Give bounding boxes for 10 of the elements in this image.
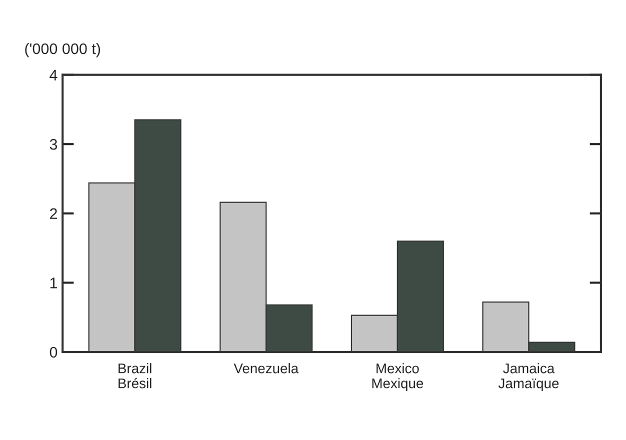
x-tick-label: Jamaica Jamaïque <box>498 363 559 392</box>
y-tick-label: 4 <box>50 70 58 80</box>
y-axis-title: ('000 000 t) <box>25 42 100 58</box>
y-tick-label: 1 <box>50 278 57 288</box>
y-tick-label: 0 <box>50 346 58 358</box>
x-tick-label: Venezuela <box>234 363 299 374</box>
y-tick-label: 2 <box>50 208 57 219</box>
x-tick-label: Brazil Brésil <box>118 363 152 388</box>
y-tick-label: 3 <box>50 138 58 150</box>
x-tick-label: Mexico Mexique <box>372 363 424 392</box>
